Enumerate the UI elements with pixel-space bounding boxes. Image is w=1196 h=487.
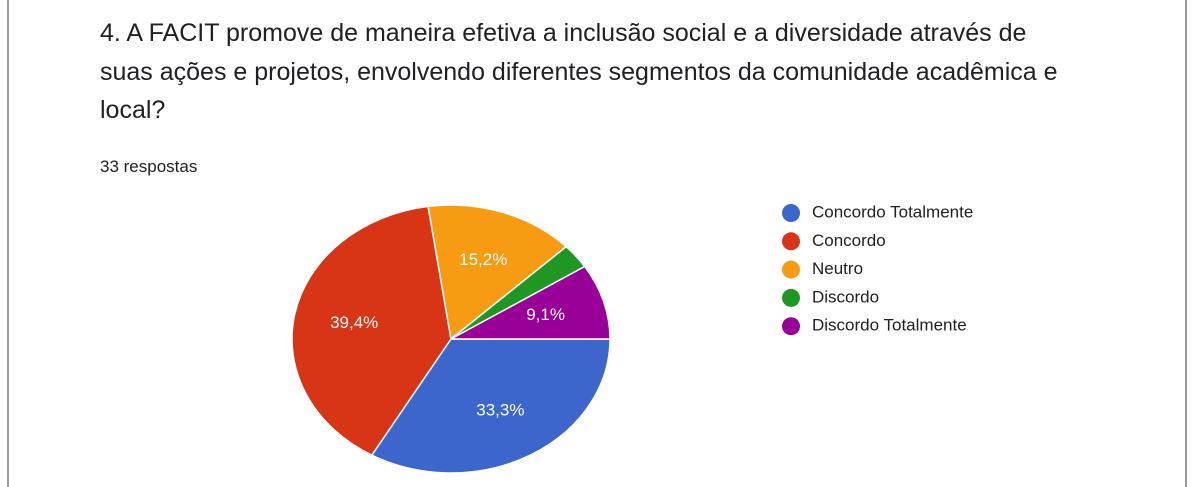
slice-label: 33,3% bbox=[476, 400, 524, 419]
frame bbox=[7, 0, 1187, 487]
legend-label: Concordo Totalmente bbox=[812, 202, 973, 221]
legend-swatch bbox=[782, 232, 800, 251]
legend-swatch bbox=[782, 204, 800, 222]
slice-label: 9,1% bbox=[526, 305, 565, 324]
pie-slice bbox=[427, 204, 568, 341]
pie-slice bbox=[291, 205, 452, 457]
legend-label: Concordo bbox=[812, 231, 886, 250]
legend-swatch bbox=[782, 260, 800, 279]
legend-label: Discordo Totalmente bbox=[812, 316, 967, 335]
response-count: 33 respostas bbox=[100, 157, 198, 176]
pie-slice bbox=[450, 265, 611, 340]
legend-swatch bbox=[782, 288, 800, 307]
slice-label: 39,4% bbox=[330, 313, 378, 332]
chart-title: 4. A FACIT promove de maneira efetiva a … bbox=[100, 19, 1058, 124]
legend-label: Neutro bbox=[812, 259, 863, 278]
legend-swatch bbox=[782, 317, 800, 336]
slice-label: 15,2% bbox=[459, 250, 507, 269]
legend-label: Discordo bbox=[812, 287, 879, 306]
pie-slice bbox=[370, 338, 611, 474]
